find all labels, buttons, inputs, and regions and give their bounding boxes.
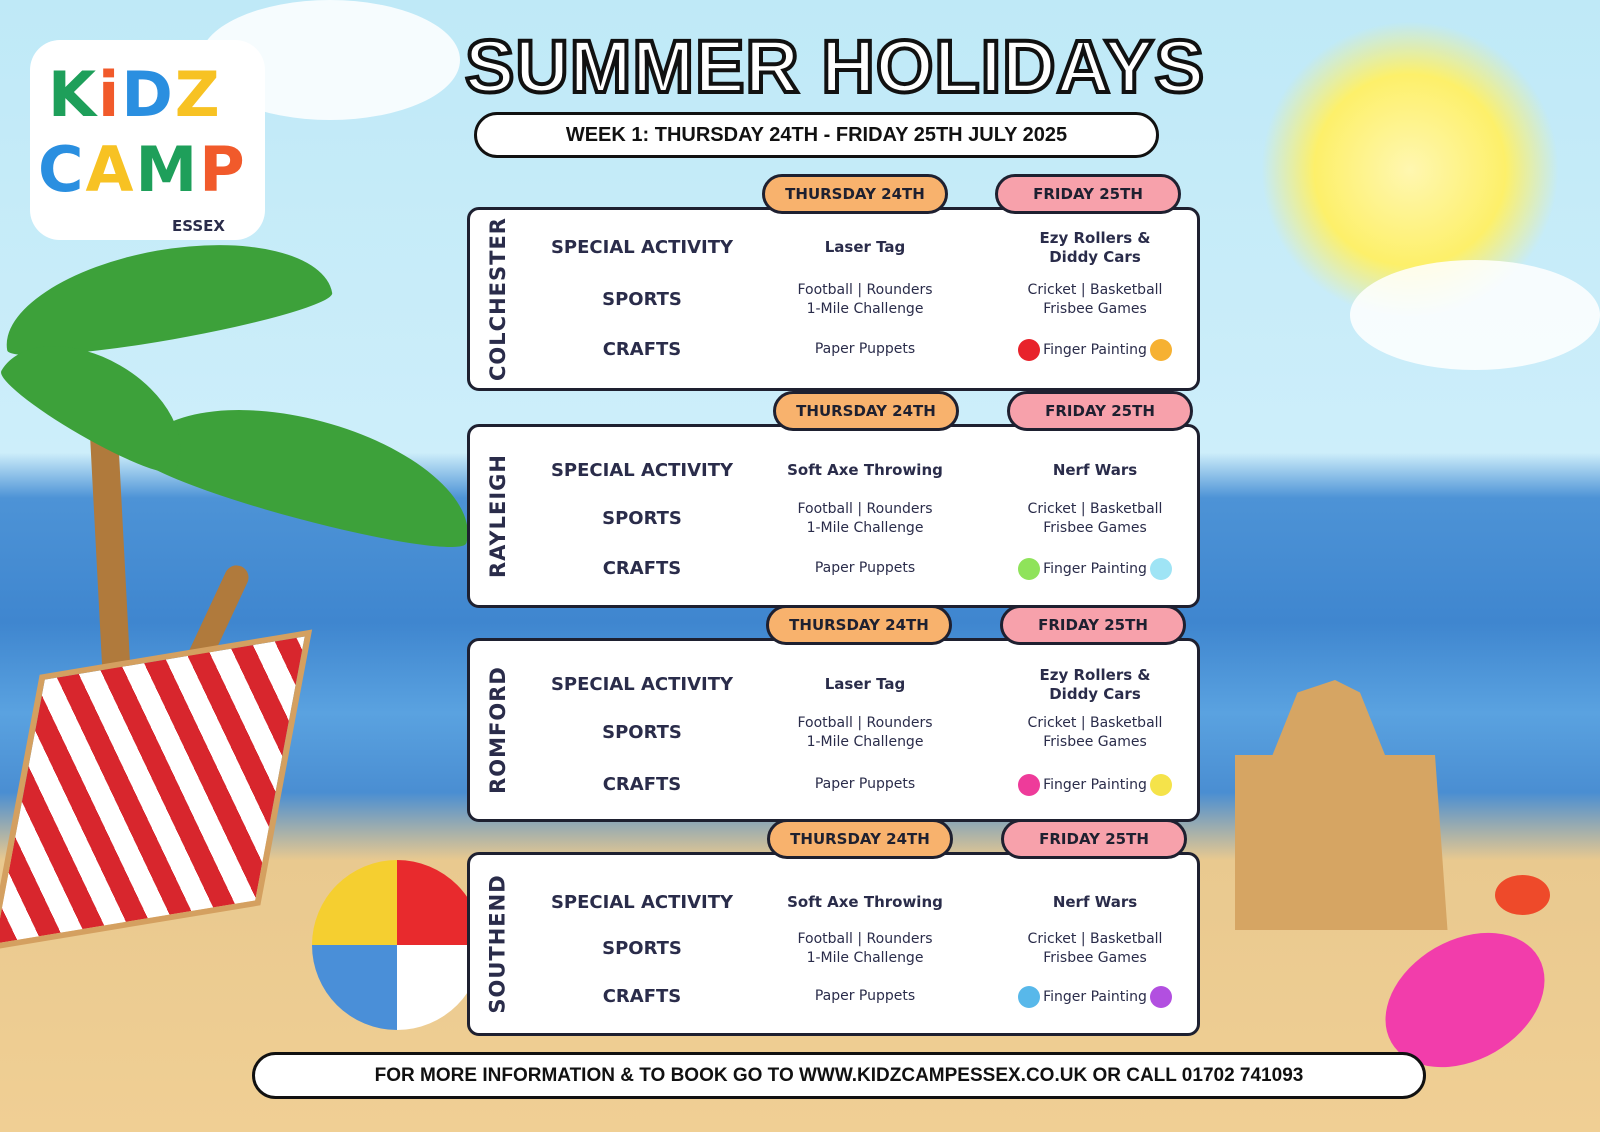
friday-activity: Ezy Rollers & Diddy Cars — [1039, 229, 1151, 266]
friday-activity: Finger Painting — [995, 558, 1195, 580]
beach-ball — [312, 860, 482, 1030]
friday-activity: Finger Painting — [995, 774, 1195, 796]
kidz-camp-logo: KiDZ CAMP ESSEX — [30, 40, 265, 240]
row-label: SPECIAL ACTIVITY — [550, 237, 734, 258]
logo-tagline: ESSEX — [172, 217, 225, 235]
friday-tab: FRIDAY 25TH — [1000, 605, 1186, 645]
thursday-activity: Football | Rounders 1-Mile Challenge — [797, 282, 933, 317]
friday-activity: Finger Painting — [995, 339, 1195, 361]
row-label: CRAFTS — [602, 774, 682, 795]
thursday-activity: Paper Puppets — [814, 988, 916, 1004]
row-label: SPORTS — [602, 289, 682, 310]
friday-activity: Nerf Wars — [1052, 893, 1138, 911]
sandcastle — [1235, 680, 1448, 930]
location-label: COLCHESTER — [486, 217, 511, 381]
friday-activity: Cricket | Basketball Frisbee Games — [1027, 282, 1163, 317]
friday-activity-text: Finger Painting — [1043, 561, 1147, 577]
logo-line-2: CAMP — [38, 133, 247, 206]
thursday-activity: Football | Rounders 1-Mile Challenge — [797, 715, 933, 750]
logo-line-1: KiDZ — [48, 58, 222, 131]
footer-info: FOR MORE INFORMATION & TO BOOK GO TO WWW… — [252, 1052, 1426, 1099]
location-label: RAYLEIGH — [486, 454, 511, 578]
friday-activity: Ezy Rollers & Diddy Cars — [1039, 666, 1151, 703]
location-panel-southend: SOUTHEND SPECIAL ACTIVITY Soft Axe Throwin… — [467, 852, 1200, 1036]
thursday-tab: THURSDAY 24TH — [767, 819, 953, 859]
crab — [1495, 875, 1550, 915]
paint-splat-icon — [1149, 558, 1172, 580]
friday-activity: Cricket | Basketball Frisbee Games — [1027, 501, 1163, 536]
paint-splat-icon — [1149, 339, 1172, 361]
row-label: SPECIAL ACTIVITY — [550, 460, 734, 481]
thursday-tab: THURSDAY 24TH — [762, 174, 948, 214]
friday-tab: FRIDAY 25TH — [1001, 819, 1187, 859]
deck-chair — [0, 629, 313, 951]
thursday-activity: Paper Puppets — [814, 560, 916, 576]
thursday-tab: THURSDAY 24TH — [773, 391, 959, 431]
page-title: SUMMER HOLIDAYS — [463, 23, 1206, 110]
cloud — [1350, 260, 1600, 370]
row-label: SPECIAL ACTIVITY — [550, 674, 734, 695]
friday-activity-text: Finger Painting — [1043, 777, 1147, 793]
friday-activity-text: Finger Painting — [1043, 989, 1147, 1005]
thursday-activity: Paper Puppets — [814, 776, 916, 792]
location-label: SOUTHEND — [486, 874, 510, 1014]
friday-activity: Cricket | Basketball Frisbee Games — [1027, 931, 1163, 966]
thursday-tab: THURSDAY 24TH — [766, 605, 952, 645]
friday-activity: Nerf Wars — [1052, 461, 1138, 479]
thursday-activity: Laser Tag — [824, 675, 906, 693]
location-name: ROMFORD — [478, 641, 518, 819]
friday-activity: Cricket | Basketball Frisbee Games — [1027, 715, 1163, 750]
thursday-activity: Laser Tag — [824, 238, 906, 256]
row-label: SPORTS — [602, 722, 682, 743]
location-panel-rayleigh: RAYLEIGH SPECIAL ACTIVITY Soft Axe Throwin… — [467, 424, 1200, 608]
palm-leaves — [132, 377, 488, 563]
thursday-activity: Soft Axe Throwing — [787, 461, 943, 479]
row-label: SPECIAL ACTIVITY — [550, 892, 734, 913]
paint-splat-icon — [1018, 339, 1041, 361]
row-label: CRAFTS — [602, 558, 682, 579]
location-name: RAYLEIGH — [478, 427, 518, 605]
location-panel-colchester: COLCHESTER SPECIAL ACTIVITY Laser Tag Ezy R… — [467, 207, 1200, 391]
friday-activity-text: Finger Painting — [1043, 342, 1147, 358]
friday-activity: Finger Painting — [995, 986, 1195, 1008]
paint-splat-icon — [1018, 986, 1041, 1008]
row-label: CRAFTS — [602, 986, 682, 1007]
location-name: SOUTHEND — [478, 855, 518, 1033]
row-label: CRAFTS — [602, 339, 682, 360]
thursday-activity: Football | Rounders 1-Mile Challenge — [797, 501, 933, 536]
friday-tab: FRIDAY 25TH — [995, 174, 1181, 214]
location-panel-romford: ROMFORD SPECIAL ACTIVITY Laser Tag Ezy Roll… — [467, 638, 1200, 822]
row-label: SPORTS — [602, 938, 682, 959]
thursday-activity: Football | Rounders 1-Mile Challenge — [797, 931, 933, 966]
thursday-activity: Paper Puppets — [814, 341, 916, 357]
paint-splat-icon — [1149, 774, 1172, 796]
paint-splat-icon — [1018, 558, 1041, 580]
friday-tab: FRIDAY 25TH — [1007, 391, 1193, 431]
paint-splat-icon — [1149, 986, 1172, 1008]
location-name: COLCHESTER — [478, 210, 518, 388]
week-subtitle: WEEK 1: THURSDAY 24TH - FRIDAY 25TH JULY… — [474, 112, 1159, 158]
paint-splat-icon — [1018, 774, 1041, 796]
row-label: SPORTS — [602, 508, 682, 529]
thursday-activity: Soft Axe Throwing — [787, 893, 943, 911]
location-label: ROMFORD — [486, 666, 511, 794]
